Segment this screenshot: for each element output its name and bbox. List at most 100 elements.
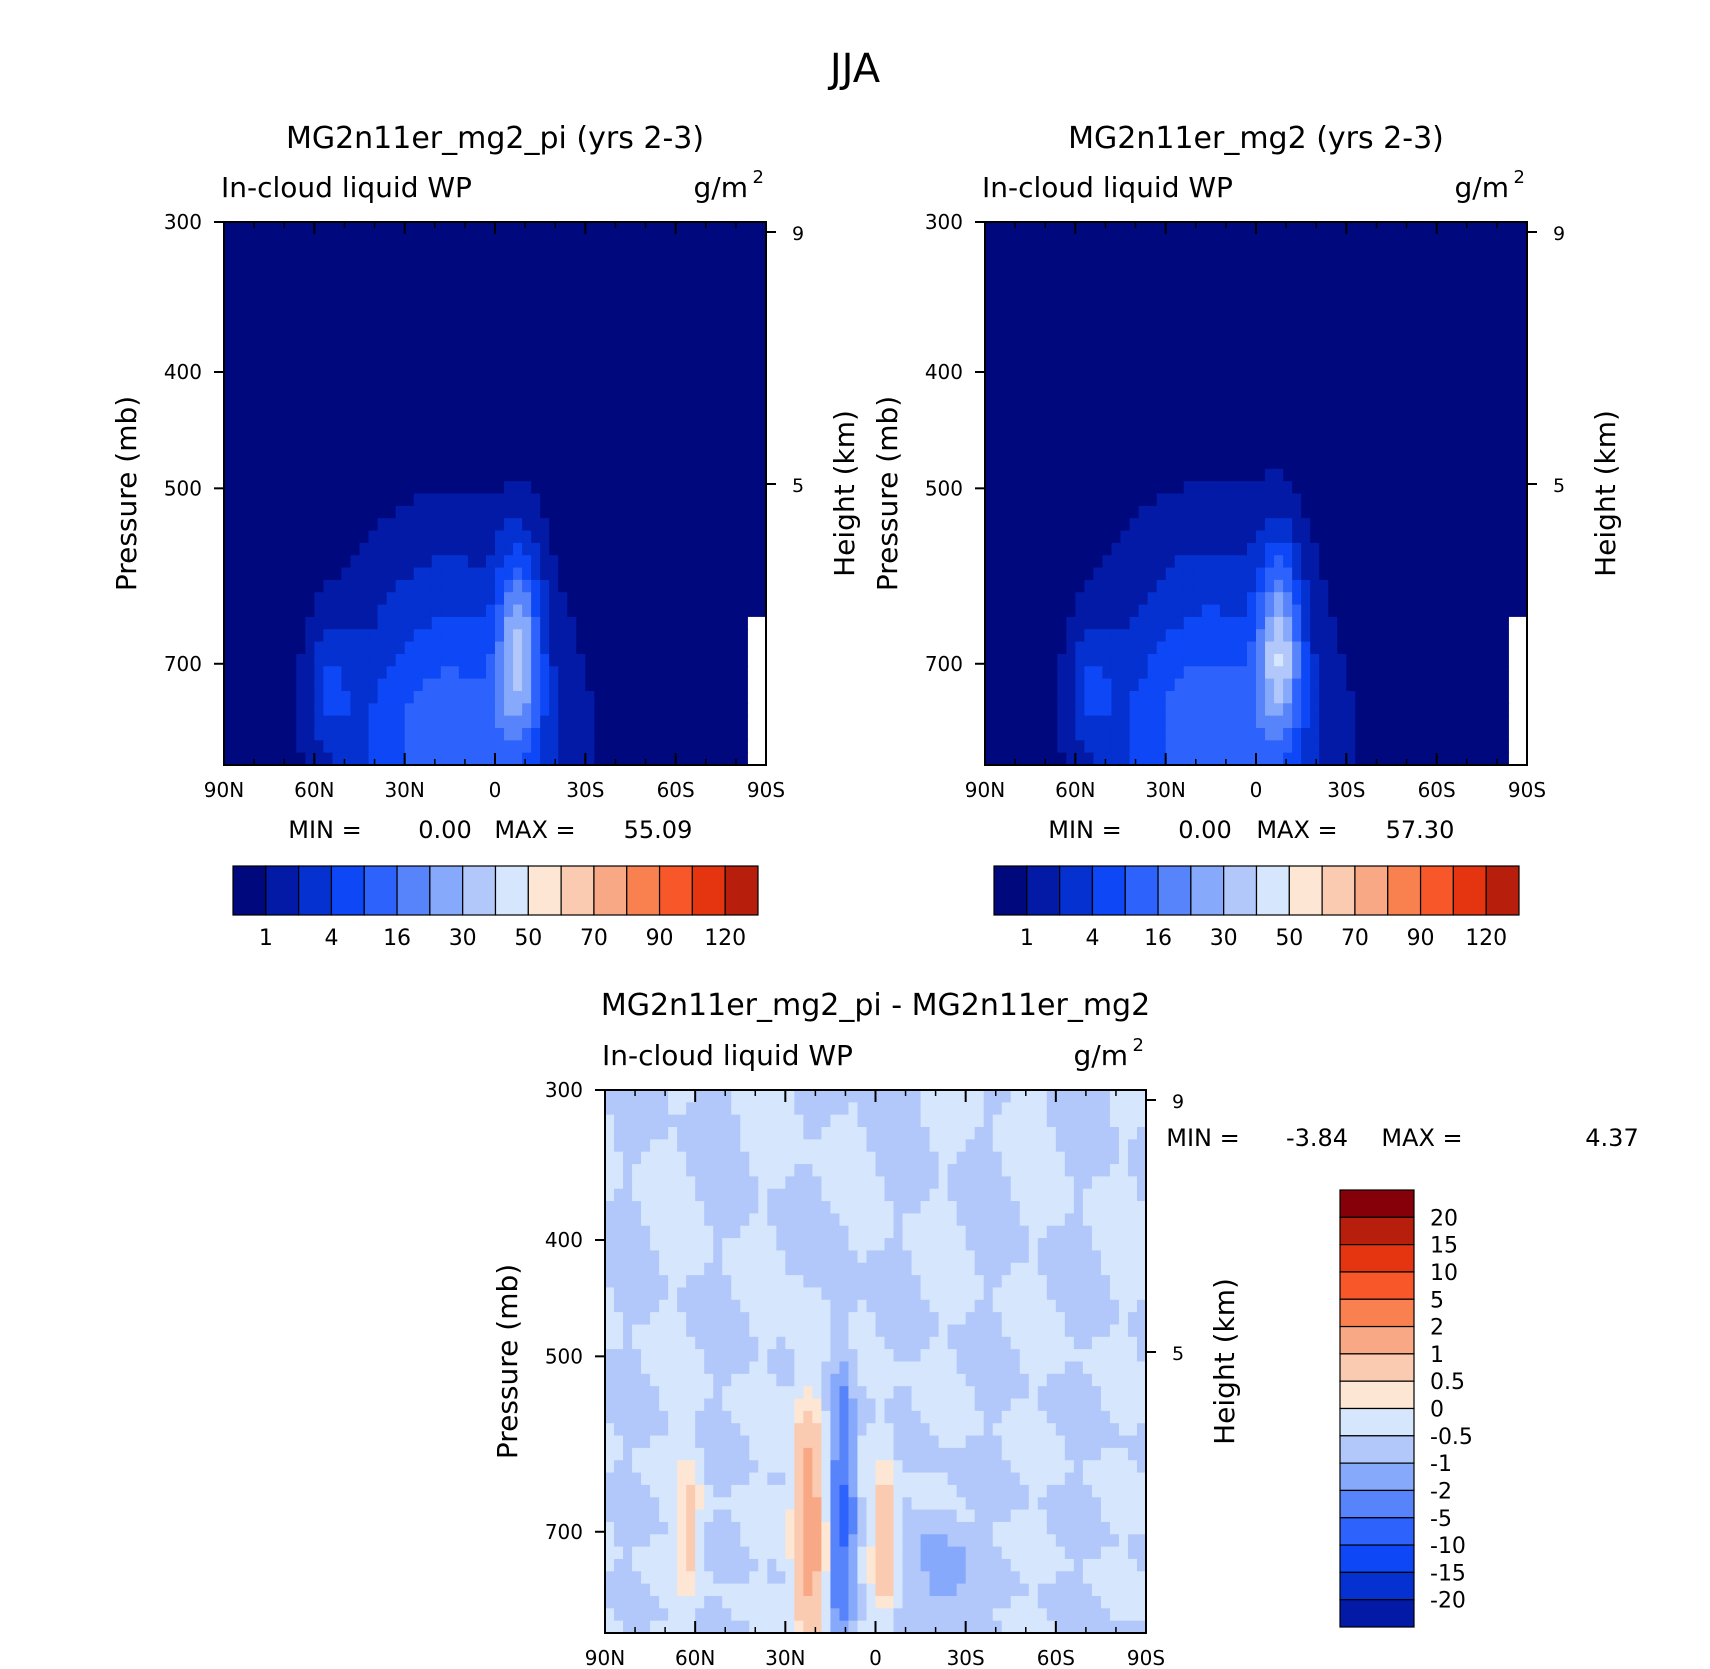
contour-cell xyxy=(1337,567,1347,581)
contour-cell xyxy=(1030,592,1040,606)
contour-cell xyxy=(612,715,623,729)
contour-cell xyxy=(224,456,234,470)
contour-cell xyxy=(1246,308,1257,322)
contour-cell xyxy=(684,592,695,606)
contour-cell xyxy=(1147,345,1158,359)
contour-cell xyxy=(314,283,324,297)
contour-cell xyxy=(1328,296,1338,309)
contour-cell xyxy=(386,641,397,655)
contour-cell xyxy=(1364,518,1375,532)
contour-cell xyxy=(693,320,704,334)
contour-cell xyxy=(1373,456,1384,470)
contour-cell xyxy=(1355,382,1365,396)
contour-cell xyxy=(630,518,641,532)
contour-cell xyxy=(1346,555,1356,569)
contour-cell xyxy=(1436,296,1447,309)
contour-cell xyxy=(386,690,397,704)
contour-cell xyxy=(1355,431,1365,445)
contour-cell xyxy=(576,431,586,445)
contour-cell xyxy=(1201,555,1212,569)
contour-cell xyxy=(720,752,731,766)
contour-cell xyxy=(1382,493,1393,507)
contour-cell xyxy=(449,678,460,692)
contour-cell xyxy=(233,678,243,692)
contour-cell xyxy=(1319,666,1329,680)
contour-cell xyxy=(1508,407,1519,421)
contour-cell xyxy=(386,259,397,272)
contour-cell xyxy=(413,653,424,667)
contour-cell xyxy=(1517,641,1528,655)
contour-cell xyxy=(1319,629,1329,643)
contour-cell xyxy=(648,370,659,384)
contour-cell xyxy=(386,407,397,421)
contour-cell xyxy=(467,542,478,556)
contour-cell xyxy=(738,604,749,618)
contour-cell xyxy=(296,357,306,371)
contour-cell xyxy=(359,394,370,408)
contour-cell xyxy=(1057,419,1067,433)
contour-cell xyxy=(1490,481,1501,495)
contour-cell xyxy=(1508,653,1519,667)
contour-cell xyxy=(693,727,704,741)
contour-cell xyxy=(1409,308,1420,322)
contour-cell xyxy=(323,493,333,507)
contour-cell xyxy=(1183,308,1194,322)
contour-cell xyxy=(621,394,632,408)
contour-cell xyxy=(1048,444,1058,458)
contour-cell xyxy=(395,518,406,532)
contour-cell xyxy=(1093,579,1104,593)
contour-cell xyxy=(756,690,767,704)
contour-cell xyxy=(1057,246,1067,260)
contour-cell xyxy=(1382,481,1393,495)
contour-cell xyxy=(666,431,677,445)
contour-cell xyxy=(1409,431,1420,445)
contour-cell xyxy=(567,296,577,309)
contour-cell xyxy=(1292,394,1302,408)
contour-cell xyxy=(630,567,641,581)
contour-cell xyxy=(1283,456,1293,470)
contour-cell xyxy=(1265,296,1275,309)
contour-cell xyxy=(576,567,586,581)
contour-cell xyxy=(1445,481,1456,495)
contour-cell xyxy=(1418,320,1429,334)
contour-cell xyxy=(1346,444,1356,458)
contour-cell xyxy=(1147,456,1158,470)
contour-cell xyxy=(594,468,604,482)
contour-cell xyxy=(1292,567,1302,581)
contour-cell xyxy=(1355,555,1365,569)
contour-cell xyxy=(1454,468,1465,482)
contour-cell xyxy=(1228,370,1239,384)
units-label: g/m xyxy=(694,171,748,204)
contour-cell xyxy=(1454,641,1465,655)
contour-cell xyxy=(985,555,995,569)
contour-cell xyxy=(1129,592,1140,606)
contour-cell xyxy=(467,259,478,272)
contour-cell xyxy=(1021,604,1031,618)
contour-cell xyxy=(1120,592,1131,606)
contour-cell xyxy=(1192,246,1203,260)
contour-cell xyxy=(1075,234,1085,248)
contour-cell xyxy=(729,752,740,766)
contour-cell xyxy=(476,431,487,445)
contour-cell xyxy=(242,703,252,717)
contour-cell xyxy=(1228,308,1239,322)
contour-cell xyxy=(1310,530,1320,544)
contour-cell xyxy=(305,518,315,532)
contour-cell xyxy=(1165,567,1176,581)
contour-cell xyxy=(594,234,604,248)
contour-cell xyxy=(323,518,333,532)
contour-cell xyxy=(341,493,352,507)
contour-cell xyxy=(233,357,243,371)
contour-cell xyxy=(639,308,650,322)
contour-cell xyxy=(1219,481,1230,495)
contour-cell xyxy=(1427,246,1438,260)
contour-cell xyxy=(756,715,767,729)
contour-cell xyxy=(747,246,758,260)
contour-cell xyxy=(1328,246,1338,260)
contour-cell xyxy=(278,703,288,717)
contour-cell xyxy=(431,579,442,593)
contour-cell xyxy=(350,604,361,618)
contour-cell xyxy=(449,370,460,384)
contour-cell xyxy=(404,407,415,421)
contour-cell xyxy=(1427,271,1438,285)
